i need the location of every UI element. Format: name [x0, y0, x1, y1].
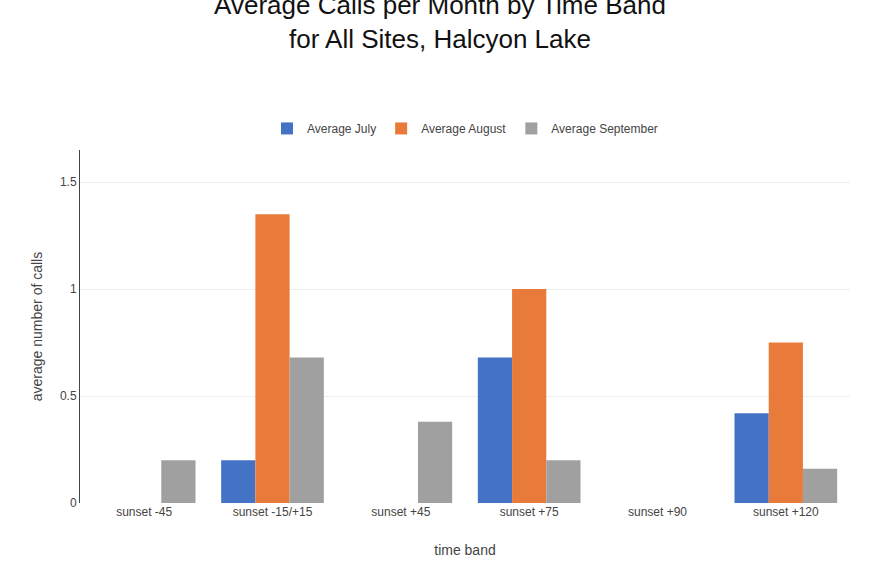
- svg-text:Average August: Average August: [421, 122, 506, 136]
- svg-text:sunset +75: sunset +75: [500, 505, 559, 519]
- svg-text:0.5: 0.5: [60, 389, 77, 403]
- svg-text:sunset +120: sunset +120: [753, 505, 819, 519]
- svg-text:Average September: Average September: [551, 122, 658, 136]
- svg-text:Average Calls per Month by Tim: Average Calls per Month by Time Bandfor …: [214, 0, 666, 54]
- svg-text:sunset +90: sunset +90: [628, 505, 687, 519]
- svg-text:sunset -45: sunset -45: [116, 505, 172, 519]
- svg-text:0: 0: [70, 496, 77, 510]
- svg-text:Average July: Average July: [307, 122, 376, 136]
- svg-text:1: 1: [70, 282, 77, 296]
- svg-text:average number of calls: average number of calls: [29, 252, 45, 401]
- svg-text:1.5: 1.5: [60, 175, 77, 189]
- svg-text:time band: time band: [434, 542, 495, 558]
- svg-text:sunset -15/+15: sunset -15/+15: [233, 505, 313, 519]
- svg-text:sunset +45: sunset +45: [371, 505, 430, 519]
